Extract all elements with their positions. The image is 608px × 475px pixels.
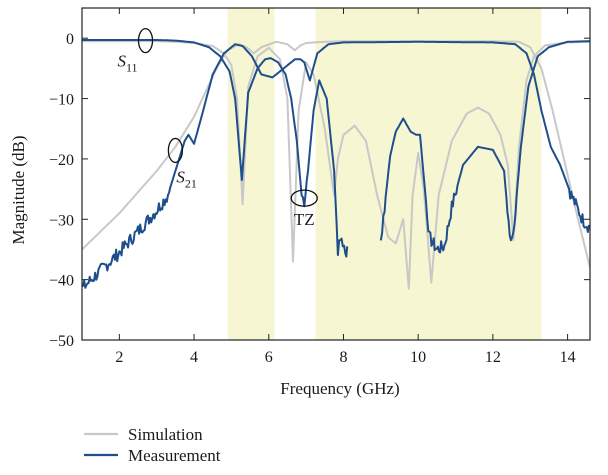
tz-annotation: TZ	[294, 210, 315, 229]
x-tick-label: 2	[115, 349, 123, 366]
curve-sim-s11	[82, 40, 590, 290]
x-tick-label: 8	[339, 349, 347, 366]
tz-marker-ellipse	[290, 189, 318, 207]
x-tick-label: 12	[485, 349, 501, 366]
curve-meas-s11	[82, 39, 349, 258]
x-tick-label: 4	[190, 349, 198, 366]
s21-annotation: S21	[176, 167, 197, 190]
x-tick-label: 14	[560, 349, 576, 366]
plot-frame	[81, 7, 591, 341]
y-tick-label: −50	[49, 333, 74, 350]
y-tick-label: −40	[49, 273, 74, 290]
legend-label-simulation: Simulation	[128, 425, 203, 444]
y-tick-label: −20	[49, 152, 74, 169]
x-axis-label: Frequency (GHz)	[280, 379, 399, 398]
curve-meas-s11b	[379, 40, 590, 254]
x-tick-label: 6	[265, 349, 273, 366]
x-tick-label: 10	[410, 349, 426, 366]
s11-marker-ellipse	[137, 27, 154, 54]
curve-meas-s21	[82, 40, 590, 289]
legend-label-measurement: Measurement	[128, 446, 221, 465]
y-tick-label: −10	[49, 92, 74, 109]
y-tick-label: −30	[49, 212, 74, 229]
y-axis-label: Magnitude (dB)	[9, 135, 28, 244]
s21-marker-ellipse	[167, 137, 184, 164]
passband-shade-1	[227, 8, 275, 340]
s11-annotation: S11	[118, 52, 138, 75]
y-tick-label: 0	[66, 31, 74, 48]
curve-sim-s21	[82, 40, 590, 268]
